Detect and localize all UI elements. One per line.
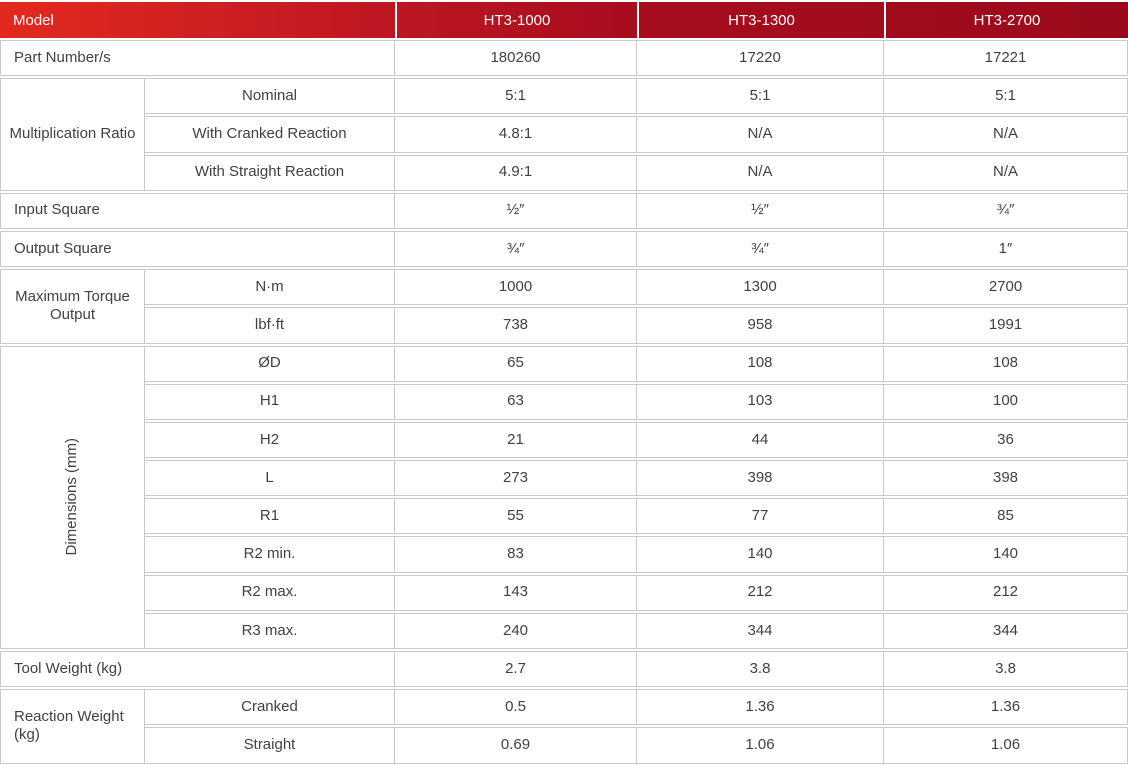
value-cell: 5:1 [637, 78, 884, 115]
header-model-label: Model [13, 11, 54, 29]
sub-label-r2-min: R2 min. [145, 536, 395, 573]
value-cell: 2700 [884, 269, 1128, 306]
value-cell: 4.9:1 [395, 154, 637, 191]
row-label-part-number: Part Number/s [0, 40, 395, 77]
value-cell: 0.69 [395, 727, 637, 764]
value-cell: 36 [884, 421, 1128, 459]
value-cell: 0.5 [395, 689, 637, 726]
value-cell: 103 [637, 383, 884, 420]
row-label-input-square: Input Square [0, 192, 395, 229]
sub-label-straight: Straight [145, 727, 395, 764]
value-cell: 83 [395, 536, 637, 573]
value-cell: 21 [395, 421, 637, 459]
sub-label-nominal: Nominal [145, 78, 395, 115]
value-cell: 958 [637, 307, 884, 344]
value-cell: 55 [395, 498, 637, 535]
value-cell: 273 [395, 460, 637, 497]
value-cell: 77 [637, 498, 884, 535]
column-header-ht3-1000: HT3-1000 [395, 2, 637, 38]
value-cell: 85 [884, 498, 1128, 535]
sub-label-l: L [145, 460, 395, 497]
value-cell: 212 [884, 574, 1128, 611]
value-cell: ¾″ [395, 230, 637, 268]
row-label-multiplication-ratio: Multiplication Ratio [0, 78, 145, 191]
value-cell: 1.06 [637, 727, 884, 764]
value-cell: 5:1 [884, 78, 1128, 115]
dimensions-vertical-label: Dimensions (mm) [63, 438, 81, 556]
value-cell: 3.8 [637, 651, 884, 688]
value-cell: ½″ [395, 192, 637, 229]
value-cell: 1000 [395, 269, 637, 306]
value-cell: 65 [395, 345, 637, 382]
value-cell: 143 [395, 574, 637, 611]
value-cell: 108 [884, 345, 1128, 382]
value-cell: N/A [884, 116, 1128, 153]
row-label-output-square: Output Square [0, 230, 395, 268]
value-cell: ½″ [637, 192, 884, 229]
value-cell: 240 [395, 612, 637, 649]
value-cell: N/A [884, 154, 1128, 191]
value-cell: N/A [637, 116, 884, 153]
value-cell: 1.06 [884, 727, 1128, 764]
sub-label-straight-reaction: With Straight Reaction [145, 154, 395, 191]
sub-label-h1: H1 [145, 383, 395, 420]
value-cell: 3.8 [884, 651, 1128, 688]
row-label-dimensions: Dimensions (mm) [0, 345, 145, 649]
sub-label-lbfft: lbf·ft [145, 307, 395, 344]
value-cell: 1300 [637, 269, 884, 306]
sub-label-h2: H2 [145, 421, 395, 459]
sub-label-cranked-reaction: With Cranked Reaction [145, 116, 395, 153]
value-cell: 344 [637, 612, 884, 649]
value-cell: N/A [637, 154, 884, 191]
value-cell: 1.36 [884, 689, 1128, 726]
header-gradient-band [0, 2, 1128, 38]
value-cell: 100 [884, 383, 1128, 420]
sub-label-r3-max: R3 max. [145, 612, 395, 649]
value-cell: 5:1 [395, 78, 637, 115]
value-cell: 44 [637, 421, 884, 459]
value-cell: 140 [637, 536, 884, 573]
row-label-max-torque-output: Maximum Torque Output [0, 269, 145, 344]
value-cell: 344 [884, 612, 1128, 649]
value-cell: 1.36 [637, 689, 884, 726]
value-cell: 108 [637, 345, 884, 382]
sub-label-cranked: Cranked [145, 689, 395, 726]
value-cell: 17220 [637, 40, 884, 77]
row-label-tool-weight: Tool Weight (kg) [0, 651, 395, 688]
value-cell: 17221 [884, 40, 1128, 77]
value-cell: 2.7 [395, 651, 637, 688]
column-header-ht3-1300: HT3-1300 [637, 2, 884, 38]
value-cell: 398 [884, 460, 1128, 497]
value-cell: 738 [395, 307, 637, 344]
value-cell: ¾″ [637, 230, 884, 268]
value-cell: 180260 [395, 40, 637, 77]
row-label-reaction-weight: Reaction Weight (kg) [0, 689, 145, 764]
value-cell: ¾″ [884, 192, 1128, 229]
value-cell: 398 [637, 460, 884, 497]
value-cell: 1″ [884, 230, 1128, 268]
sub-label-diameter-d: ØD [145, 345, 395, 382]
sub-label-nm: N·m [145, 269, 395, 306]
value-cell: 1991 [884, 307, 1128, 344]
value-cell: 140 [884, 536, 1128, 573]
sub-label-r2-max: R2 max. [145, 574, 395, 611]
value-cell: 4.8:1 [395, 116, 637, 153]
sub-label-r1: R1 [145, 498, 395, 535]
value-cell: 63 [395, 383, 637, 420]
value-cell: 212 [637, 574, 884, 611]
column-header-ht3-2700: HT3-2700 [884, 2, 1128, 38]
